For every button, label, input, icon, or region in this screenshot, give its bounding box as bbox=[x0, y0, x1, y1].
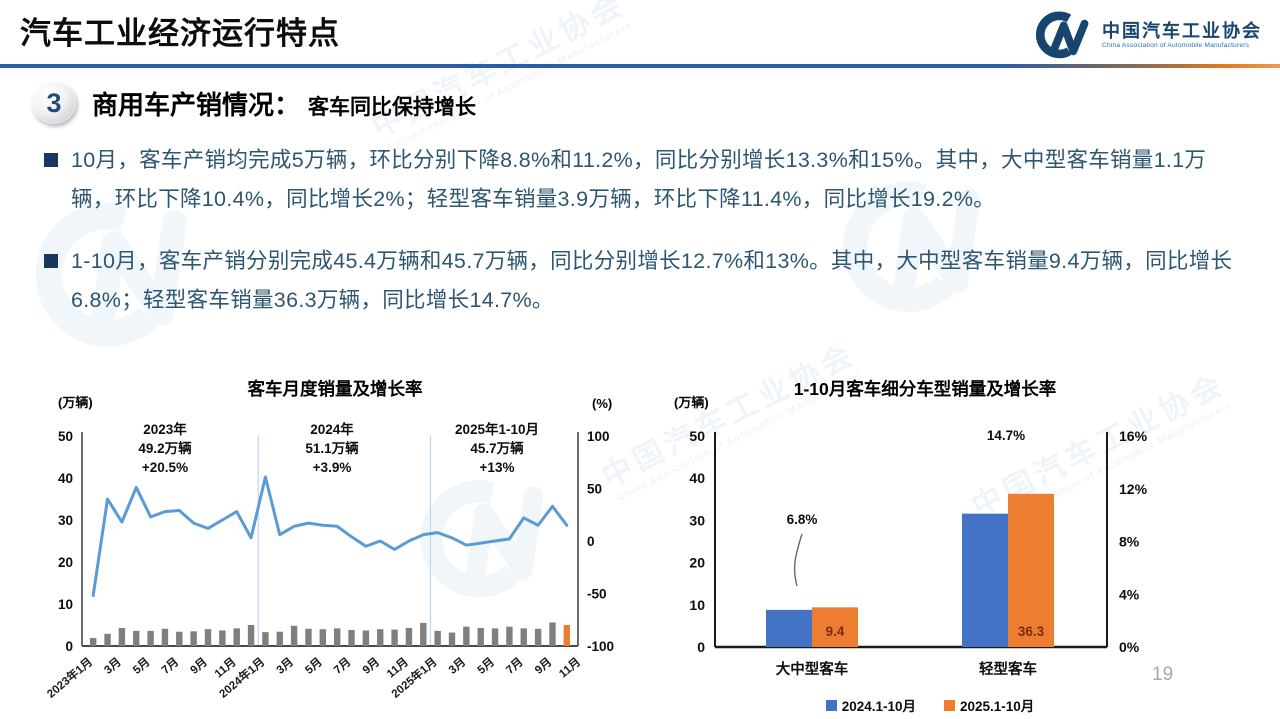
year-annotation-2023: 2023年 49.2万辆 +20.5% bbox=[138, 422, 192, 475]
svg-text:5月: 5月 bbox=[475, 655, 497, 676]
section-heading: 3 商用车产销情况： 客车同比保持增长 bbox=[32, 82, 476, 124]
svg-text:36.3: 36.3 bbox=[1018, 624, 1045, 639]
svg-text:5月: 5月 bbox=[130, 655, 152, 676]
section-title: 商用车产销情况： bbox=[92, 89, 301, 120]
bar-chart-canvas: 50 40 30 20 10 0 16% 12% 8% 4% 0% 9.4 36.3 大中型客车 轻型客车 bbox=[689, 428, 1148, 678]
svg-text:12%: 12% bbox=[1119, 481, 1148, 497]
svg-text:-100: -100 bbox=[587, 639, 614, 654]
svg-text:10: 10 bbox=[58, 597, 73, 612]
chart-monthly-bus-sales: 客车月度销量及增长率 (万辆) (%) 50 40 30 20 10 0 100 50 0 -50… bbox=[20, 374, 645, 719]
svg-text:9月: 9月 bbox=[532, 655, 554, 676]
svg-text:7月: 7月 bbox=[159, 655, 181, 676]
svg-text:9.4: 9.4 bbox=[826, 624, 845, 639]
left-axis-unit-label: (万辆) bbox=[674, 395, 709, 410]
svg-text:8%: 8% bbox=[1119, 534, 1140, 550]
caam-logo-icon bbox=[1035, 11, 1089, 59]
svg-text:大中型客车: 大中型客车 bbox=[776, 660, 849, 678]
bullet-item: 10月，客车产销均完成5万辆，环比分别下降8.8%和11.2%，同比分别增长13… bbox=[44, 141, 1248, 219]
svg-text:9月: 9月 bbox=[360, 655, 382, 676]
caam-logo: 中国汽车工业协会 China Association of Automobile… bbox=[1030, 8, 1262, 60]
legend-swatch-2025 bbox=[944, 699, 955, 711]
svg-text:7月: 7月 bbox=[331, 655, 353, 676]
svg-text:9月: 9月 bbox=[188, 655, 210, 676]
svg-text:0: 0 bbox=[65, 639, 73, 654]
svg-text:16%: 16% bbox=[1119, 428, 1148, 444]
svg-text:40: 40 bbox=[689, 470, 705, 486]
svg-text:11月: 11月 bbox=[557, 655, 583, 680]
right-axis-unit-label: (%) bbox=[592, 396, 613, 411]
bullet-text: 10月，客车产销均完成5万辆，环比分别下降8.8%和11.2%，同比分别增长13… bbox=[71, 148, 1207, 211]
svg-text:轻型客车: 轻型客车 bbox=[979, 660, 1037, 678]
svg-text:100: 100 bbox=[587, 429, 610, 444]
svg-text:0: 0 bbox=[697, 639, 705, 655]
page-title: 汽车工业经济运行特点 bbox=[20, 16, 340, 51]
bullet-marker bbox=[44, 254, 58, 268]
bullet-item: 1-10月，客车产销分别完成45.4万辆和45.7万辆，同比分别增长12.7%和… bbox=[44, 242, 1248, 320]
section-subtitle: 客车同比保持增长 bbox=[308, 95, 477, 119]
left-axis-unit-label: (万辆) bbox=[58, 395, 93, 410]
svg-text:7月: 7月 bbox=[504, 655, 526, 676]
section-number-badge: 3 bbox=[32, 82, 76, 124]
svg-text:40: 40 bbox=[58, 471, 73, 486]
year-annotation-2025: 2025年1-10月 45.7万辆 +13% bbox=[454, 422, 540, 475]
caam-logo-text: 中国汽车工业协会 China Association of Automobile… bbox=[1102, 20, 1262, 49]
legend-item-2024: 2024.1-10月 bbox=[825, 695, 916, 715]
logo-name-cn: 中国汽车工业协会 bbox=[1102, 20, 1262, 41]
svg-text:50: 50 bbox=[689, 428, 705, 444]
growth-annotation-large-bus: 6.8% bbox=[786, 512, 818, 527]
bullet-list: 10月，客车产销均完成5万辆，环比分别下降8.8%和11.2%，同比分别增长13… bbox=[44, 141, 1248, 343]
svg-text:20: 20 bbox=[689, 555, 705, 571]
svg-text:3月: 3月 bbox=[446, 655, 468, 676]
growth-annotation-light-bus: 14.7% bbox=[986, 428, 1026, 443]
header-divider bbox=[0, 64, 1280, 68]
svg-text:50: 50 bbox=[58, 429, 73, 444]
svg-text:10: 10 bbox=[689, 597, 705, 613]
svg-text:0: 0 bbox=[587, 534, 595, 549]
page-number: 19 bbox=[1152, 664, 1174, 685]
chart-legend: 2024.1-10月 2025.1-10月 bbox=[720, 695, 1140, 715]
legend-swatch-2024 bbox=[825, 699, 837, 711]
legend-item-2025: 2025.1-10月 bbox=[944, 695, 1034, 715]
chart-title: 1-10月客车细分车型销量及增长率 bbox=[793, 379, 1057, 399]
bullet-text: 1-10月，客车产销分别完成45.4万辆和45.7万辆，同比分别增长12.7%和… bbox=[71, 249, 1233, 312]
chart-bus-segment-sales: 1-10月客车细分车型销量及增长率 (万辆) 50 40 30 20 10 0 16% 12%… bbox=[660, 374, 1272, 719]
svg-text:4%: 4% bbox=[1119, 586, 1140, 602]
svg-text:20: 20 bbox=[58, 555, 73, 570]
svg-text:2023年1月: 2023年1月 bbox=[44, 655, 95, 701]
year-annotation-2024: 2024年 51.1万辆 +3.9% bbox=[305, 422, 359, 475]
svg-text:30: 30 bbox=[58, 513, 73, 528]
logo-name-en: China Association of Automobile Manufact… bbox=[1102, 41, 1250, 49]
bullet-marker bbox=[44, 153, 58, 167]
svg-text:3月: 3月 bbox=[102, 655, 124, 676]
svg-text:5月: 5月 bbox=[303, 655, 325, 676]
svg-text:-50: -50 bbox=[587, 587, 607, 602]
svg-text:3月: 3月 bbox=[274, 655, 296, 676]
svg-text:50: 50 bbox=[587, 482, 602, 497]
svg-text:0%: 0% bbox=[1119, 639, 1140, 655]
svg-text:30: 30 bbox=[689, 512, 705, 528]
chart-title: 客车月度销量及增长率 bbox=[247, 379, 423, 399]
